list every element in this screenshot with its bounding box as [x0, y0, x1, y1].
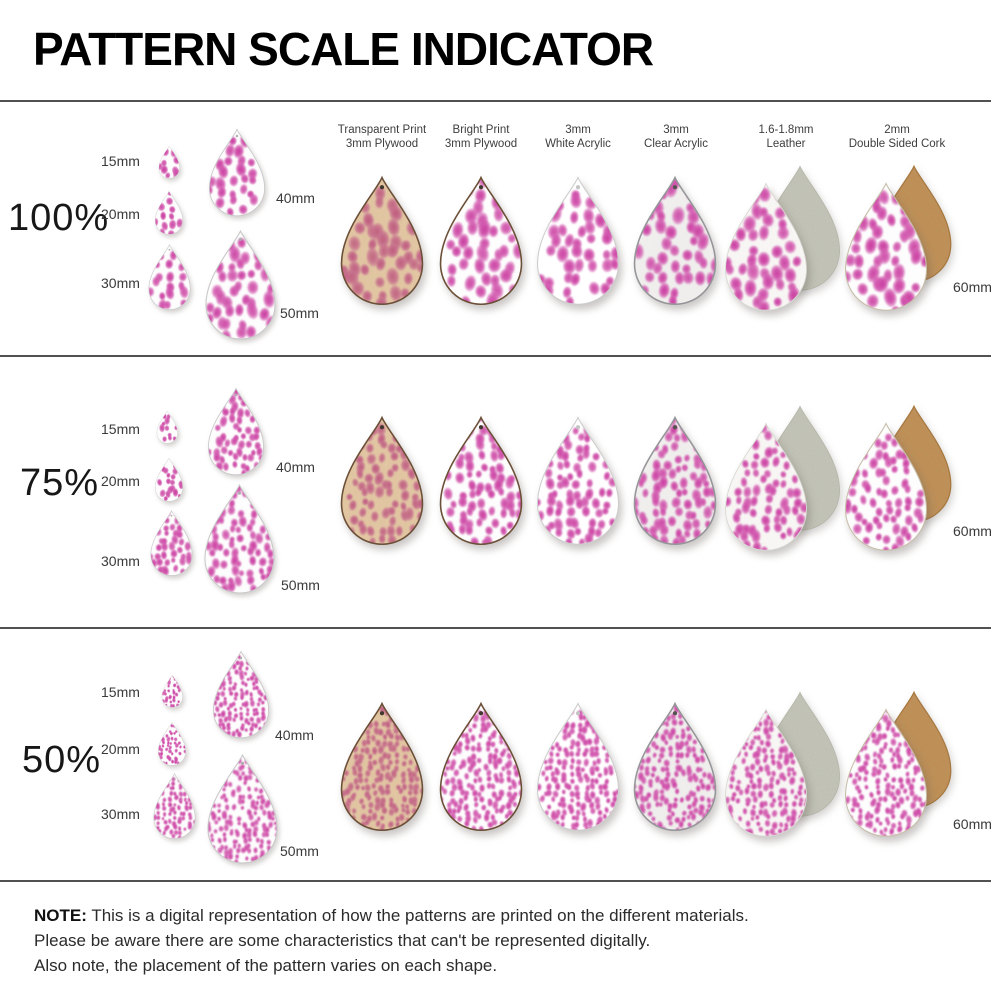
- sample-teardrop-15mm-50pct: [161, 674, 184, 708]
- material-header-white-acrylic: 3mm White Acrylic: [545, 124, 611, 150]
- teardrop-cork-front-50pct: [842, 706, 930, 838]
- divider-bottom: [0, 880, 991, 882]
- teardrop-plywood-transparent-75pct: [338, 414, 426, 546]
- size-label-30mm-50pct: 30mm: [101, 806, 140, 822]
- sample-teardrop-30mm-100pct: [147, 243, 192, 311]
- teardrop-plywood-transparent-100pct: [338, 174, 426, 306]
- sample-teardrop-50mm-50pct: [205, 752, 280, 865]
- sample-teardrop-15mm-100pct: [158, 145, 181, 179]
- teardrop-leather-front-75pct: [722, 420, 810, 552]
- divider-row2-row3: [0, 627, 991, 629]
- teardrop-white-acrylic-50pct: [534, 700, 622, 832]
- divider-top: [0, 100, 991, 102]
- size-label-20mm-75pct: 20mm: [101, 473, 140, 489]
- teardrop-leather-front-100pct: [722, 180, 810, 312]
- note-line-2: Please be aware there are some character…: [34, 931, 651, 950]
- note-prefix: NOTE:: [34, 906, 87, 925]
- teardrop-plywood-bright-50pct: [437, 700, 525, 832]
- sample-teardrop-15mm-75pct: [156, 410, 179, 444]
- teardrop-clear-acrylic-75pct: [631, 414, 719, 546]
- size-label-15mm-100pct: 15mm: [101, 153, 140, 169]
- material-header-plywood-bright: Bright Print 3mm Plywood: [444, 124, 518, 150]
- size-label-50mm-100pct: 50mm: [280, 305, 319, 321]
- teardrop-white-acrylic-75pct: [534, 414, 622, 546]
- teardrop-clear-acrylic-50pct: [631, 700, 719, 832]
- material-header-clear-acrylic: 3mm Clear Acrylic: [644, 124, 708, 150]
- teardrop-cork-front-75pct: [842, 420, 930, 552]
- note-line-1: NOTE: This is a digital representation o…: [34, 906, 749, 925]
- sample-teardrop-40mm-50pct: [211, 649, 271, 739]
- scale-label-50: 50%: [22, 739, 102, 781]
- teardrop-white-acrylic-100pct: [534, 174, 622, 306]
- sample-teardrop-20mm-50pct: [157, 721, 187, 766]
- size-label-20mm-50pct: 20mm: [101, 741, 140, 757]
- size-label-20mm-100pct: 20mm: [101, 206, 140, 222]
- material-header-plywood-transparent: Transparent Print 3mm Plywood: [337, 124, 427, 150]
- size-label-15mm-50pct: 15mm: [101, 684, 140, 700]
- material-header-leather: 1.6-1.8mm Leather: [758, 124, 814, 150]
- size-label-60mm-row2: 60mm: [953, 523, 992, 539]
- sample-teardrop-20mm-100pct: [154, 190, 184, 235]
- teardrop-plywood-transparent-50pct: [338, 700, 426, 832]
- size-label-50mm-75pct: 50mm: [281, 577, 320, 593]
- teardrop-plywood-bright-100pct: [437, 174, 525, 306]
- size-label-40mm-75pct: 40mm: [276, 459, 315, 475]
- sample-teardrop-40mm-75pct: [206, 386, 266, 476]
- size-label-60mm-row1: 60mm: [953, 279, 992, 295]
- teardrop-plywood-bright-75pct: [437, 414, 525, 546]
- size-label-50mm-50pct: 50mm: [280, 843, 319, 859]
- note-block: NOTE: This is a digital representation o…: [34, 903, 749, 978]
- teardrop-leather-front-50pct: [722, 706, 810, 838]
- teardrop-clear-acrylic-100pct: [631, 174, 719, 306]
- scale-label-75: 75%: [20, 462, 100, 504]
- sample-teardrop-40mm-100pct: [207, 127, 267, 217]
- material-header-cork: 2mm Double Sided Cork: [848, 124, 946, 150]
- sample-teardrop-30mm-75pct: [149, 509, 194, 577]
- sample-teardrop-20mm-75pct: [154, 457, 184, 502]
- size-label-40mm-50pct: 40mm: [275, 727, 314, 743]
- note-line-3: Also note, the placement of the pattern …: [34, 956, 498, 975]
- size-label-40mm-100pct: 40mm: [276, 190, 315, 206]
- size-label-60mm-row3: 60mm: [953, 816, 992, 832]
- sample-teardrop-50mm-75pct: [202, 482, 277, 595]
- divider-row1-row2: [0, 355, 991, 357]
- size-label-30mm-75pct: 30mm: [101, 553, 140, 569]
- sample-teardrop-30mm-50pct: [152, 772, 197, 840]
- teardrop-cork-front-100pct: [842, 180, 930, 312]
- sample-teardrop-50mm-100pct: [203, 228, 278, 341]
- size-label-15mm-75pct: 15mm: [101, 421, 140, 437]
- size-label-30mm-100pct: 30mm: [101, 275, 140, 291]
- page-title: PATTERN SCALE INDICATOR: [33, 23, 654, 75]
- scale-label-100: 100%: [8, 197, 110, 239]
